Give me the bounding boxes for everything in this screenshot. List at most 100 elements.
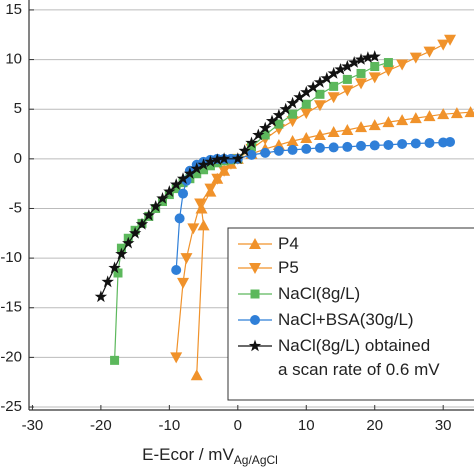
- data-point: [328, 142, 339, 153]
- data-point: [252, 128, 265, 141]
- data-point: [197, 158, 210, 171]
- data-point: [101, 275, 114, 288]
- data-point: [423, 110, 436, 122]
- legend-marker: [249, 263, 261, 274]
- data-point: [397, 138, 408, 149]
- data-point: [187, 223, 200, 235]
- data-point: [341, 124, 354, 136]
- data-point: [128, 226, 142, 239]
- data-point: [245, 136, 258, 149]
- data-point: [368, 50, 381, 62]
- data-point: [368, 119, 381, 131]
- data-point: [287, 144, 298, 155]
- data-point: [341, 60, 354, 72]
- data-point: [300, 131, 313, 143]
- data-point: [163, 185, 176, 197]
- data-point: [171, 265, 182, 276]
- data-point: [424, 137, 435, 148]
- data-point: [94, 290, 108, 303]
- data-point: [369, 140, 380, 151]
- data-point: [368, 72, 381, 84]
- legend-label: NaCl(8g/L): [278, 284, 361, 303]
- data-point: [361, 51, 375, 63]
- data-point: [183, 167, 197, 179]
- data-point: [260, 130, 270, 140]
- legend-entry: NaCl(8g/L): [278, 284, 361, 303]
- data-point: [260, 147, 271, 158]
- data-point: [177, 277, 190, 289]
- x-tick-label: 30: [435, 417, 452, 434]
- legend-entry: P5: [278, 258, 299, 277]
- data-point: [355, 78, 368, 90]
- legend-marker: [250, 289, 260, 299]
- data-point: [314, 142, 325, 153]
- legend-label: P5: [278, 258, 299, 277]
- data-point: [211, 153, 224, 166]
- data-point: [300, 85, 313, 98]
- data-point: [444, 34, 457, 46]
- data-point: [313, 100, 326, 112]
- data-point: [205, 161, 215, 171]
- data-point: [274, 119, 284, 129]
- data-point: [238, 144, 251, 157]
- data-point: [174, 213, 185, 224]
- data-point: [342, 74, 352, 84]
- data-point: [170, 178, 183, 190]
- data-point: [279, 102, 292, 115]
- x-tick-label: 0: [234, 417, 242, 434]
- data-point: [396, 59, 409, 71]
- data-point: [301, 99, 311, 109]
- legend-marker: [248, 339, 262, 352]
- data-point: [180, 253, 193, 265]
- data-point: [409, 52, 422, 64]
- legend-label: NaCl+BSA(30g/L): [278, 310, 414, 329]
- data-point: [115, 247, 128, 260]
- data-point: [437, 108, 450, 120]
- data-point: [329, 81, 339, 91]
- data-point: [354, 53, 368, 65]
- data-point: [370, 62, 380, 72]
- data-point: [464, 106, 474, 118]
- data-point: [382, 65, 395, 77]
- data-point: [341, 85, 354, 97]
- data-point: [246, 149, 257, 160]
- data-point: [383, 58, 393, 68]
- data-point: [293, 90, 306, 103]
- data-point: [231, 152, 244, 165]
- data-point: [204, 183, 217, 195]
- data-point: [122, 236, 135, 249]
- data-point: [301, 143, 312, 154]
- data-point: [342, 141, 353, 152]
- data-point: [300, 108, 313, 120]
- x-tick-label: 20: [366, 417, 383, 434]
- legend-entry: P4: [278, 234, 299, 253]
- data-point: [327, 67, 340, 79]
- data-point: [437, 39, 450, 51]
- data-point: [313, 75, 327, 88]
- data-point: [273, 145, 284, 156]
- legend-marker: [249, 238, 261, 249]
- x-tick-label: -10: [159, 417, 181, 434]
- data-point: [313, 129, 326, 141]
- data-point: [410, 138, 421, 149]
- data-point: [194, 198, 207, 210]
- data-point: [178, 188, 189, 199]
- y-tick-label: -20: [0, 348, 22, 365]
- data-point: [286, 116, 299, 128]
- x-axis-label: E-Ecor / mVAg/AgCl: [142, 445, 278, 467]
- x-axis-label-main: E-Ecor / mV: [142, 445, 234, 464]
- data-point: [450, 107, 463, 119]
- data-point: [156, 192, 169, 204]
- y-tick-label: 5: [14, 100, 22, 117]
- data-point: [445, 136, 456, 147]
- data-point: [334, 63, 347, 75]
- data-point: [142, 208, 155, 221]
- data-point: [192, 169, 202, 179]
- legend-entry: NaCl(8g/L) obtained a scan rate of 0.6 m…: [278, 336, 440, 379]
- data-point: [355, 121, 368, 133]
- data-point: [409, 112, 422, 124]
- data-point: [259, 121, 272, 134]
- data-point: [423, 46, 436, 58]
- data-point: [211, 173, 224, 185]
